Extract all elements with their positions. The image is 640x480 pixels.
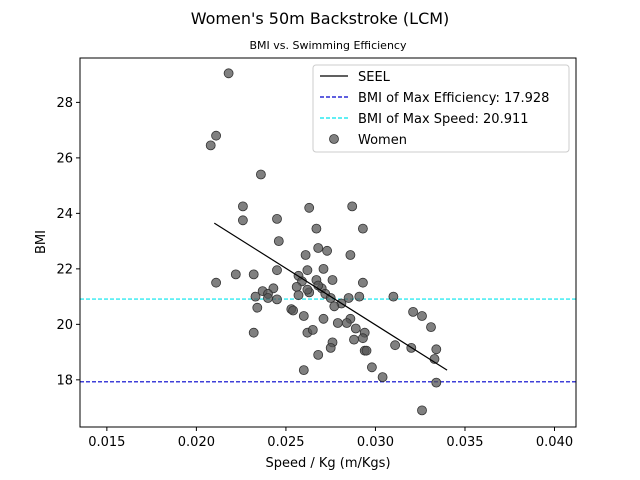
chart-title: Women's 50m Backstroke (LCM) [191, 9, 450, 28]
legend-label-women: Women [358, 133, 407, 148]
women-point-5 [237, 215, 248, 226]
women-point-72 [361, 345, 372, 356]
women-point-36 [272, 294, 282, 305]
women-point-11 [273, 236, 284, 247]
women-point-66 [417, 311, 427, 321]
women-point-13 [322, 245, 333, 256]
women-point-47 [288, 305, 299, 316]
women-point-56 [307, 324, 318, 335]
women-point-12 [313, 243, 324, 253]
women-point-3 [255, 169, 266, 180]
y-tick-label-3: 24 [56, 207, 73, 222]
legend: SEEL BMI of Max Efficiency: 17.928 BMI o… [312, 64, 570, 153]
women-point-37 [293, 290, 304, 301]
x-tick-label-1: 0.020 [178, 435, 215, 450]
women-point-2 [205, 140, 216, 151]
y-tick-label-4: 26 [56, 151, 73, 166]
legend-swatch-women [329, 134, 339, 144]
women-point-60 [349, 334, 359, 345]
women-point-68 [431, 344, 442, 355]
women-point-22 [211, 277, 222, 288]
y-tick-label-2: 22 [56, 262, 73, 277]
women-point-74 [298, 365, 309, 376]
women-point-43 [354, 291, 365, 302]
women-point-4 [237, 201, 248, 212]
women-point-10 [357, 223, 368, 234]
women-point-17 [248, 269, 259, 280]
women-point-49 [298, 311, 309, 321]
women-point-8 [347, 201, 358, 212]
women-point-27 [291, 281, 302, 292]
women-point-26 [357, 277, 368, 288]
chart-subtitle: BMI vs. Swimming Efficiency [250, 39, 407, 52]
x-tick-label-3: 0.030 [357, 435, 394, 450]
women-point-65 [408, 306, 419, 317]
women-point-18 [272, 265, 282, 276]
women-point-42 [343, 293, 354, 303]
women-point-70 [313, 349, 324, 360]
women-point-35 [263, 293, 273, 303]
women-point-44 [388, 291, 399, 302]
women-point-67 [426, 322, 436, 333]
women-point-61 [357, 333, 368, 344]
women-point-48 [329, 301, 340, 312]
women-point-57 [350, 323, 361, 334]
y-axis-label: BMI [34, 230, 49, 254]
legend-box [312, 64, 570, 153]
women-point-7 [304, 202, 315, 213]
women-point-6 [272, 213, 282, 224]
x-axis-label: Speed / Kg (m/Kgs) [265, 456, 390, 471]
legend-label-seel: SEEL [358, 70, 391, 85]
y-tick-label-1: 20 [56, 318, 73, 333]
women-point-53 [341, 318, 352, 328]
women-point-14 [300, 250, 311, 260]
x-tick-label-0: 0.015 [88, 435, 125, 450]
x-tick-label-5: 0.040 [536, 435, 573, 450]
women-point-20 [302, 265, 313, 276]
women-point-9 [311, 223, 322, 234]
women-point-25 [327, 275, 338, 285]
women-point-76 [431, 377, 442, 388]
plot-area [80, 68, 576, 416]
x-tick-label-2: 0.025 [267, 435, 304, 450]
y-axis: 18 20 22 24 26 28 [56, 96, 80, 388]
women-point-0 [223, 68, 234, 79]
women-point-63 [390, 340, 401, 351]
women-point-16 [230, 269, 241, 280]
women-point-77 [417, 405, 427, 416]
women-point-73 [366, 362, 377, 373]
seel-line [213, 222, 448, 371]
women-point-62 [325, 342, 336, 353]
y-tick-label-0: 18 [56, 373, 73, 388]
x-tick-label-4: 0.035 [446, 435, 483, 450]
women-point-54 [248, 327, 259, 338]
women-point-75 [377, 372, 388, 383]
legend-label-max-speed: BMI of Max Speed: 20.911 [358, 112, 529, 127]
x-axis: 0.015 0.020 0.025 0.030 0.035 0.040 [88, 427, 573, 450]
women-point-15 [345, 250, 356, 260]
women-point-34 [250, 291, 261, 302]
women-point-21 [318, 263, 329, 274]
legend-label-max-efficiency: BMI of Max Efficiency: 17.928 [358, 91, 549, 106]
women-point-38 [302, 284, 313, 295]
plot-frame [79, 57, 577, 428]
y-tick-label-5: 28 [56, 96, 73, 111]
women-point-52 [332, 318, 343, 328]
women-point-1 [211, 130, 222, 141]
women-point-50 [318, 313, 329, 324]
women-point-45 [252, 302, 263, 313]
